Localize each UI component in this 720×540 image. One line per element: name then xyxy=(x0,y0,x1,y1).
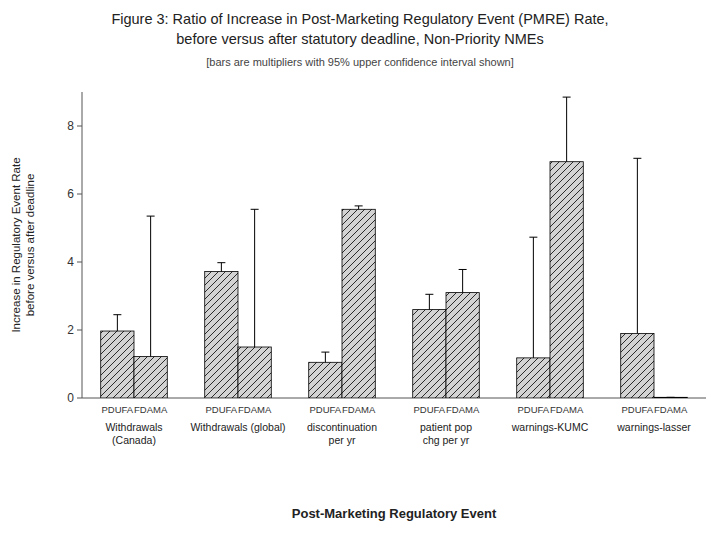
series-sublabel: FDAMA xyxy=(654,404,688,415)
x-axis-label: Post-Marketing Regulatory Event xyxy=(292,506,497,521)
y-tick xyxy=(77,330,82,331)
series-sublabel: FDAMA xyxy=(238,404,272,415)
bar xyxy=(446,293,479,398)
bar xyxy=(550,162,583,398)
series-sublabel: FDAMA xyxy=(134,404,168,415)
error-bar xyxy=(113,315,121,331)
error-bar xyxy=(563,97,571,162)
title: Figure 3: Ratio of Increase in Post-Mark… xyxy=(111,11,608,27)
subtitle: [bars are multipliers with 95% upper con… xyxy=(206,56,514,68)
series-sublabel: FDAMA xyxy=(550,404,584,415)
y-tick-label: 4 xyxy=(67,255,74,269)
error-bar xyxy=(667,397,675,398)
y-axis: 0 2 4 6 8 xyxy=(67,92,82,405)
bar xyxy=(342,209,375,398)
bar xyxy=(134,357,167,398)
error-bar xyxy=(355,206,363,209)
bar xyxy=(413,310,446,398)
bar xyxy=(654,397,687,398)
series-sublabel: PDUFA xyxy=(310,404,342,415)
bar xyxy=(309,362,342,398)
category-label: Withdrawals (global) xyxy=(190,421,285,433)
bar xyxy=(205,272,238,398)
y-axis-label: before versus after deadline xyxy=(24,174,36,317)
series-sublabel: PDUFA xyxy=(622,404,654,415)
y-tick xyxy=(77,398,82,399)
y-tick xyxy=(77,262,82,263)
y-axis-line xyxy=(82,92,83,398)
series-sublabel: PDUFA xyxy=(518,404,550,415)
category-label: warnings-KUMC xyxy=(511,421,589,433)
y-tick-label: 0 xyxy=(67,391,74,405)
series-sublabel: PDUFA xyxy=(414,404,446,415)
bar xyxy=(621,333,654,398)
plot-area xyxy=(101,97,688,398)
bar xyxy=(517,358,550,398)
y-tick xyxy=(77,194,82,195)
category-label: warnings-lasser xyxy=(616,421,691,433)
error-bar xyxy=(425,294,433,309)
error-bar xyxy=(251,209,259,347)
series-sublabel: FDAMA xyxy=(342,404,376,415)
error-bars xyxy=(147,97,675,397)
series-sublabel: PDUFA xyxy=(206,404,238,415)
bar xyxy=(238,347,271,398)
y-tick-label: 6 xyxy=(67,187,74,201)
chart: Figure 3: Ratio of Increase in Post-Mark… xyxy=(0,0,720,540)
error-bar xyxy=(147,216,155,356)
x-axis-line xyxy=(82,398,706,399)
y-tick-label: 2 xyxy=(67,323,74,337)
bar xyxy=(101,331,134,398)
error-bar xyxy=(217,263,225,272)
y-axis-label: Increase in Regulatory Event Rate xyxy=(10,157,22,332)
error-bar xyxy=(321,352,329,362)
bar-series xyxy=(134,162,687,398)
category-label: patient popchg per yr xyxy=(420,421,472,446)
y-tick-label: 8 xyxy=(67,119,74,133)
series-sublabel: FDAMA xyxy=(446,404,480,415)
series-sublabel: PDUFA xyxy=(102,404,134,415)
error-bar xyxy=(459,269,467,292)
category-label: Withdrawals(Canada) xyxy=(105,421,162,446)
error-bar xyxy=(529,237,537,358)
title: before versus after statutory deadline, … xyxy=(176,31,543,47)
error-bar xyxy=(633,158,641,333)
category-label: discontinuationper yr xyxy=(307,421,377,446)
y-tick xyxy=(77,126,82,127)
